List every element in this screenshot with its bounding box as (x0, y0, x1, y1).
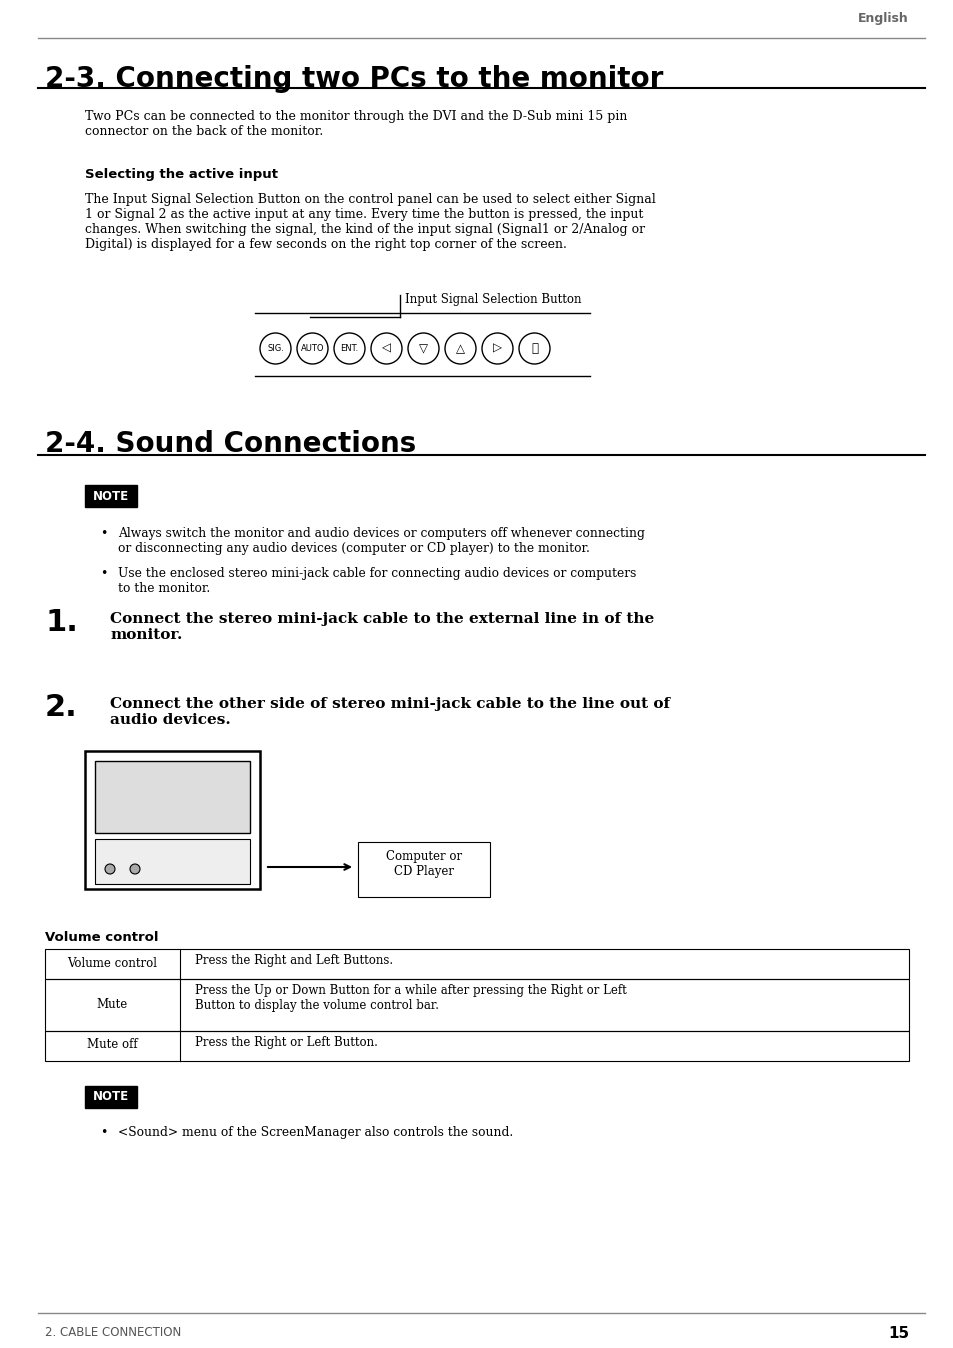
Text: English: English (858, 12, 908, 26)
Text: •: • (100, 527, 108, 541)
Circle shape (105, 864, 115, 874)
Text: Mute off: Mute off (87, 1038, 137, 1051)
Text: ▷: ▷ (493, 342, 501, 355)
FancyBboxPatch shape (85, 485, 137, 507)
Bar (95, 762, 250, 833)
Text: NOTE: NOTE (92, 489, 129, 503)
Text: Mute: Mute (97, 998, 128, 1011)
Text: <Sound> menu of the ScreenManager also controls the sound.: <Sound> menu of the ScreenManager also c… (118, 1126, 513, 1139)
Text: ▽: ▽ (418, 342, 428, 355)
Bar (45, 979, 908, 1031)
Text: Always switch the monitor and audio devices or computers off whenever connecting: Always switch the monitor and audio devi… (118, 527, 644, 555)
Text: ◁: ◁ (381, 342, 391, 355)
Text: •: • (100, 568, 108, 580)
Bar (357, 842, 490, 896)
Text: •: • (100, 1126, 108, 1139)
Text: 2-3. Connecting two PCs to the monitor: 2-3. Connecting two PCs to the monitor (45, 65, 662, 93)
Text: AUTO: AUTO (300, 344, 324, 353)
FancyBboxPatch shape (85, 1086, 137, 1108)
Text: 2. CABLE CONNECTION: 2. CABLE CONNECTION (45, 1326, 181, 1339)
Text: 2-4. Sound Connections: 2-4. Sound Connections (45, 430, 416, 458)
Circle shape (130, 864, 140, 874)
Text: Volume control: Volume control (45, 931, 158, 944)
Text: △: △ (456, 342, 464, 355)
Text: Use the enclosed stereo mini-jack cable for connecting audio devices or computer: Use the enclosed stereo mini-jack cable … (118, 568, 636, 594)
Text: ENT.: ENT. (340, 344, 358, 353)
Text: ⏻: ⏻ (531, 342, 537, 355)
Text: The Input Signal Selection Button on the control panel can be used to select eit: The Input Signal Selection Button on the… (85, 193, 655, 251)
Text: Connect the stereo mini-jack cable to the external line in of the
monitor.: Connect the stereo mini-jack cable to th… (110, 612, 654, 642)
Text: NOTE: NOTE (92, 1091, 129, 1104)
Text: 2.: 2. (45, 693, 77, 723)
Text: Selecting the active input: Selecting the active input (85, 168, 277, 181)
Text: 15: 15 (887, 1326, 908, 1341)
Text: Two PCs can be connected to the monitor through the DVI and the D-Sub mini 15 pi: Two PCs can be connected to the monitor … (85, 111, 627, 137)
Text: Computer or
CD Player: Computer or CD Player (386, 851, 461, 878)
Text: Volume control: Volume control (68, 957, 157, 969)
Bar (45, 1031, 908, 1061)
Bar (45, 949, 908, 979)
Text: Press the Right or Left Button.: Press the Right or Left Button. (194, 1037, 377, 1049)
Text: SIG.: SIG. (267, 344, 284, 353)
Text: 1.: 1. (45, 608, 78, 638)
Text: Press the Up or Down Button for a while after pressing the Right or Left
Button : Press the Up or Down Button for a while … (194, 984, 626, 1012)
Bar (85, 751, 260, 888)
Bar (95, 838, 250, 884)
Text: Press the Right and Left Buttons.: Press the Right and Left Buttons. (194, 954, 393, 967)
Text: Input Signal Selection Button: Input Signal Selection Button (405, 293, 581, 306)
Text: Connect the other side of stereo mini-jack cable to the line out of
audio device: Connect the other side of stereo mini-ja… (110, 697, 669, 727)
